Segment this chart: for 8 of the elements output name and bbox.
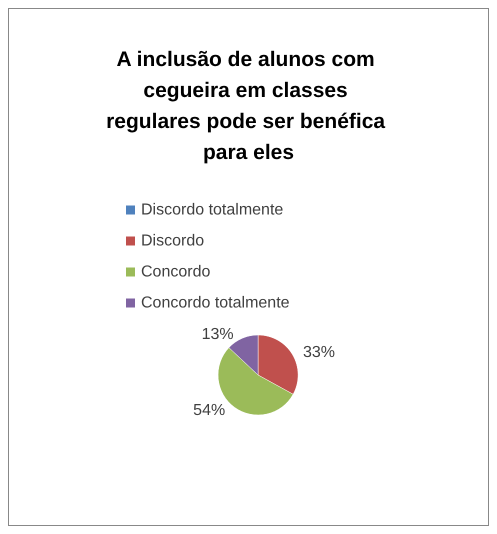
legend-label: Discordo (141, 232, 204, 250)
legend-label: Discordo totalmente (141, 202, 284, 218)
data-label: 13% (202, 326, 234, 344)
data-label: 54% (193, 402, 226, 420)
data-label: 33% (302, 344, 335, 362)
legend-label: Concordo totalmente (141, 294, 290, 312)
chart-title: A inclusão de alunos com cegueira em classes regulares pode ser benéfica para eles (106, 48, 391, 164)
legend-label: Concordo (141, 264, 210, 280)
